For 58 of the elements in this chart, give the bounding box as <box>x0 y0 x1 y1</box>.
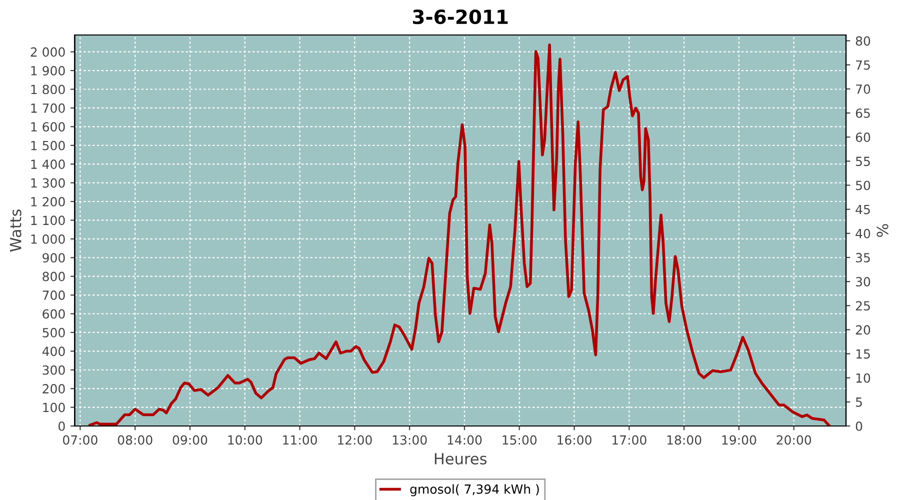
y-tick-label: 1 200 <box>31 196 65 206</box>
chart-title: 3-6-2011 <box>412 9 508 24</box>
x-tick-label: 18:00 <box>667 435 702 445</box>
y-tick-label: 700 <box>42 290 65 300</box>
y-tick-label: 1 300 <box>31 178 65 188</box>
y-tick-label: 900 <box>42 253 65 263</box>
y-tick-label: 100 <box>43 402 65 412</box>
y-tick-label: 200 <box>42 384 65 394</box>
y-tick-label: 800 <box>42 272 65 282</box>
y2-tick-label: 80 <box>856 36 870 46</box>
x-tick-label: 15:00 <box>502 435 537 445</box>
y2-tick-label: 65 <box>856 108 870 118</box>
y-tick-label: 600 <box>42 309 65 319</box>
x-tick-label: 20:00 <box>776 435 812 445</box>
x-tick-label: 19:00 <box>722 435 756 445</box>
y2-tick-label: 5 <box>856 398 862 407</box>
y-tick-label: 1 800 <box>31 84 65 94</box>
y-tick-label: 1 500 <box>31 140 65 150</box>
x-tick-label: 14:00 <box>448 435 482 445</box>
y2-tick-label: 30 <box>856 277 870 286</box>
y2-tick-label: 10 <box>856 373 870 383</box>
y2-tick-label: 45 <box>856 204 870 214</box>
y2-tick-label: 55 <box>856 156 870 166</box>
y2-tick-label: 60 <box>856 132 870 142</box>
y2-tick-label: 50 <box>856 180 870 190</box>
y-tick-label: 500 <box>42 328 65 338</box>
y2-tick-label: 25 <box>856 301 870 311</box>
x-tick-label: 13:00 <box>392 435 427 445</box>
y-tick-label: 2 000 <box>30 47 65 57</box>
y-tick-label: 1 700 <box>31 103 65 113</box>
x-tick-label: 07:00 <box>63 435 98 445</box>
y-tick-label: 300 <box>42 365 65 375</box>
y-tick-label: 1 600 <box>31 122 65 132</box>
x-tick-label: 16:00 <box>558 435 592 445</box>
y2-tick-label: 15 <box>856 349 870 359</box>
y2-axis-title: % <box>876 224 888 237</box>
y2-tick-label: 20 <box>856 325 870 335</box>
y2-tick-label: 0 <box>856 421 862 431</box>
y2-tick-label: 40 <box>856 228 870 238</box>
y-tick-label: 1 000 <box>31 234 65 244</box>
y2-tick-label: 75 <box>856 60 870 70</box>
x-tick-label: 11:00 <box>283 435 317 445</box>
x-tick-label: 10:00 <box>228 435 262 445</box>
y2-tick-label: 70 <box>856 84 870 94</box>
x-tick-label: 09:00 <box>172 435 208 445</box>
y-tick-label: 1 900 <box>31 66 65 76</box>
x-tick-label: 08:00 <box>118 435 152 445</box>
y2-tick-label: 35 <box>856 252 870 262</box>
x-tick-label: 12:00 <box>338 435 372 445</box>
y-axis-title: Watts <box>10 210 22 252</box>
line-series <box>88 44 831 426</box>
x-tick-label: 17:00 <box>612 435 646 445</box>
y-tick-label: 1 100 <box>31 216 65 226</box>
legend-label: gmosol( 7,394 kWh ) <box>410 484 539 496</box>
x-axis-title: Heures <box>434 453 487 465</box>
y-tick-label: 0 <box>58 421 65 431</box>
y-tick-label: 400 <box>42 346 65 356</box>
y-tick-label: 1 400 <box>31 160 65 170</box>
